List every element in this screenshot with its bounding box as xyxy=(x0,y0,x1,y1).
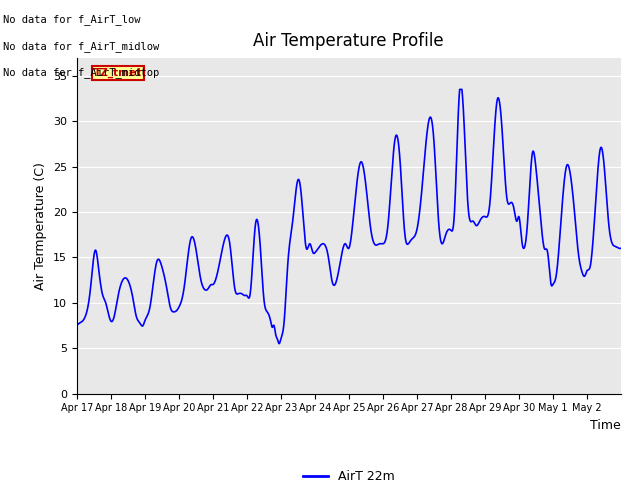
Text: No data for f_AirT_midtop: No data for f_AirT_midtop xyxy=(3,67,159,78)
X-axis label: Time: Time xyxy=(590,419,621,432)
Text: No data for f_AirT_midlow: No data for f_AirT_midlow xyxy=(3,41,159,52)
Text: TZ_tmet: TZ_tmet xyxy=(94,68,142,78)
Title: Air Temperature Profile: Air Temperature Profile xyxy=(253,33,444,50)
Legend: AirT 22m: AirT 22m xyxy=(298,465,399,480)
Text: No data for f_AirT_low: No data for f_AirT_low xyxy=(3,14,141,25)
Y-axis label: Air Termperature (C): Air Termperature (C) xyxy=(35,162,47,289)
